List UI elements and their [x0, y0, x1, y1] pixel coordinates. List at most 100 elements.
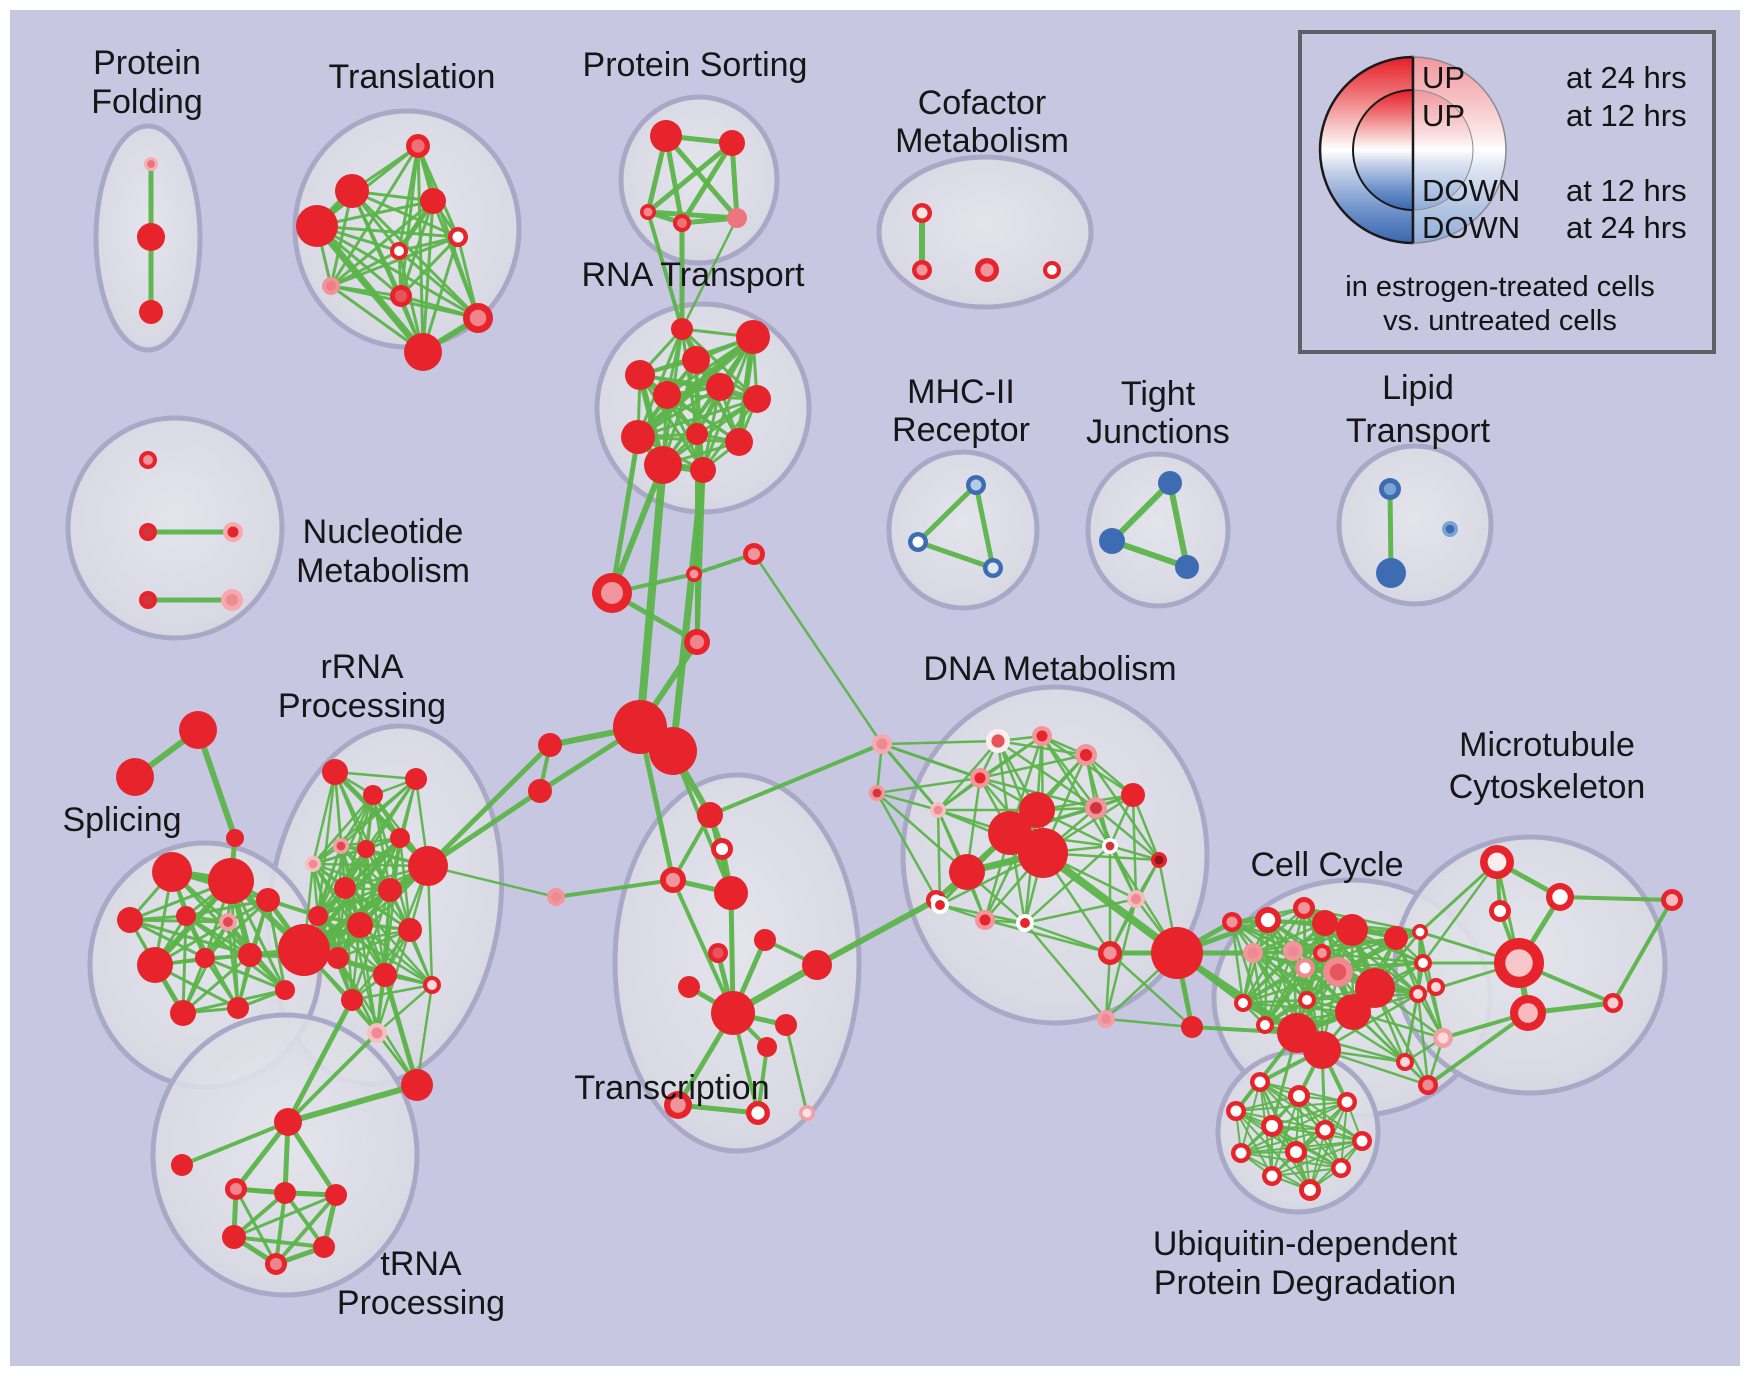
node-k3	[743, 543, 765, 565]
node-c11	[1298, 991, 1316, 1009]
node-x3	[660, 867, 686, 893]
node-pf3	[139, 300, 163, 324]
cluster-label-rt-0: RNA Transport	[582, 256, 806, 294]
node-core	[1518, 1003, 1538, 1023]
node-s3	[117, 907, 143, 933]
node-ring	[398, 918, 422, 942]
node-core	[1079, 748, 1093, 762]
node-m11	[1603, 993, 1623, 1013]
node-n10	[378, 878, 402, 902]
edge	[1023, 921, 1108, 1021]
edge	[978, 753, 1088, 780]
node-core	[452, 231, 464, 243]
cluster-label-pf-0: Protein	[93, 44, 201, 82]
node-c2	[1293, 897, 1315, 919]
node-ring	[736, 320, 770, 354]
node-x13	[664, 1091, 692, 1119]
edge	[1108, 951, 1194, 1029]
edge	[382, 972, 420, 1088]
node-core	[1505, 949, 1533, 977]
edge	[983, 918, 1112, 955]
node-dm10	[1018, 828, 1068, 878]
node-ring	[334, 877, 356, 899]
node-core	[1260, 912, 1276, 928]
edge	[1295, 1140, 1363, 1153]
edge	[1251, 928, 1354, 955]
node-s12	[275, 980, 295, 1000]
node-s6	[256, 888, 280, 912]
node-ub6	[1315, 1120, 1335, 1140]
node-core	[1287, 945, 1299, 957]
edge	[421, 235, 460, 354]
edge	[1271, 1167, 1342, 1177]
node-core	[1226, 916, 1238, 928]
node-core	[1238, 998, 1248, 1008]
node-dm14	[1102, 838, 1118, 854]
node-x8	[678, 976, 700, 998]
cluster-label-ps-0: Protein Sorting	[583, 46, 808, 84]
node-core	[1431, 982, 1441, 992]
edge	[316, 888, 392, 918]
edge	[1104, 1017, 1194, 1029]
node-k1	[592, 573, 632, 613]
legend-row-time-0: at 24 hrs	[1566, 60, 1687, 95]
edge	[343, 886, 412, 932]
edge	[875, 791, 969, 874]
edge	[233, 1119, 291, 1192]
node-c19	[1222, 912, 1242, 932]
node-core	[1292, 1089, 1306, 1103]
node-k2	[686, 566, 702, 582]
legend-row-time-2: at 12 hrs	[1566, 173, 1687, 208]
node-s5	[219, 913, 237, 931]
node-ring	[322, 759, 348, 785]
node-core	[802, 1108, 812, 1118]
node-dm1	[986, 729, 1010, 753]
node-lt2	[1376, 558, 1406, 588]
node-cf4	[1043, 261, 1061, 279]
edge	[1084, 753, 1161, 862]
edge	[645, 140, 735, 215]
node-r6	[706, 373, 734, 401]
edge	[274, 1193, 338, 1266]
node-ring	[1336, 914, 1368, 946]
node-dm5	[930, 802, 946, 818]
legend-row-time-1: at 12 hrs	[1566, 98, 1687, 133]
node-cf3	[975, 258, 999, 282]
node-core	[1265, 1119, 1279, 1133]
node-tj3	[1175, 555, 1199, 579]
node-mh2	[908, 532, 928, 552]
node-m2	[1546, 883, 1574, 911]
node-core	[394, 289, 408, 303]
node-core	[1400, 1057, 1410, 1067]
edge	[680, 216, 739, 331]
node-core	[143, 595, 153, 605]
node-core	[1131, 894, 1141, 904]
node-ring	[754, 929, 776, 951]
node-t2	[335, 174, 369, 208]
node-b1	[1151, 927, 1203, 979]
node-core	[1341, 1096, 1353, 1108]
node-ring	[195, 948, 215, 968]
node-core	[225, 593, 239, 607]
edge	[814, 897, 939, 968]
edge	[399, 235, 460, 298]
edge	[1131, 793, 1138, 901]
node-u2	[171, 1154, 193, 1176]
node-ring	[179, 711, 217, 749]
node-n19	[367, 1023, 387, 1043]
node-ring	[296, 205, 338, 247]
node-n20	[401, 1069, 433, 1101]
legend: UP at 24 hrs UP at 12 hrs DOWN at 12 hrs…	[1298, 30, 1716, 354]
node-ring	[278, 924, 330, 976]
edge	[679, 140, 735, 226]
node-ring	[405, 768, 427, 790]
node-ring	[274, 1182, 296, 1204]
node-core	[1329, 963, 1347, 981]
node-core	[715, 842, 729, 856]
node-t1	[406, 134, 430, 158]
node-ring	[347, 912, 373, 938]
edge	[343, 777, 418, 890]
node-ring	[341, 989, 363, 1011]
node-core	[1317, 948, 1327, 958]
node-j1	[538, 733, 562, 757]
